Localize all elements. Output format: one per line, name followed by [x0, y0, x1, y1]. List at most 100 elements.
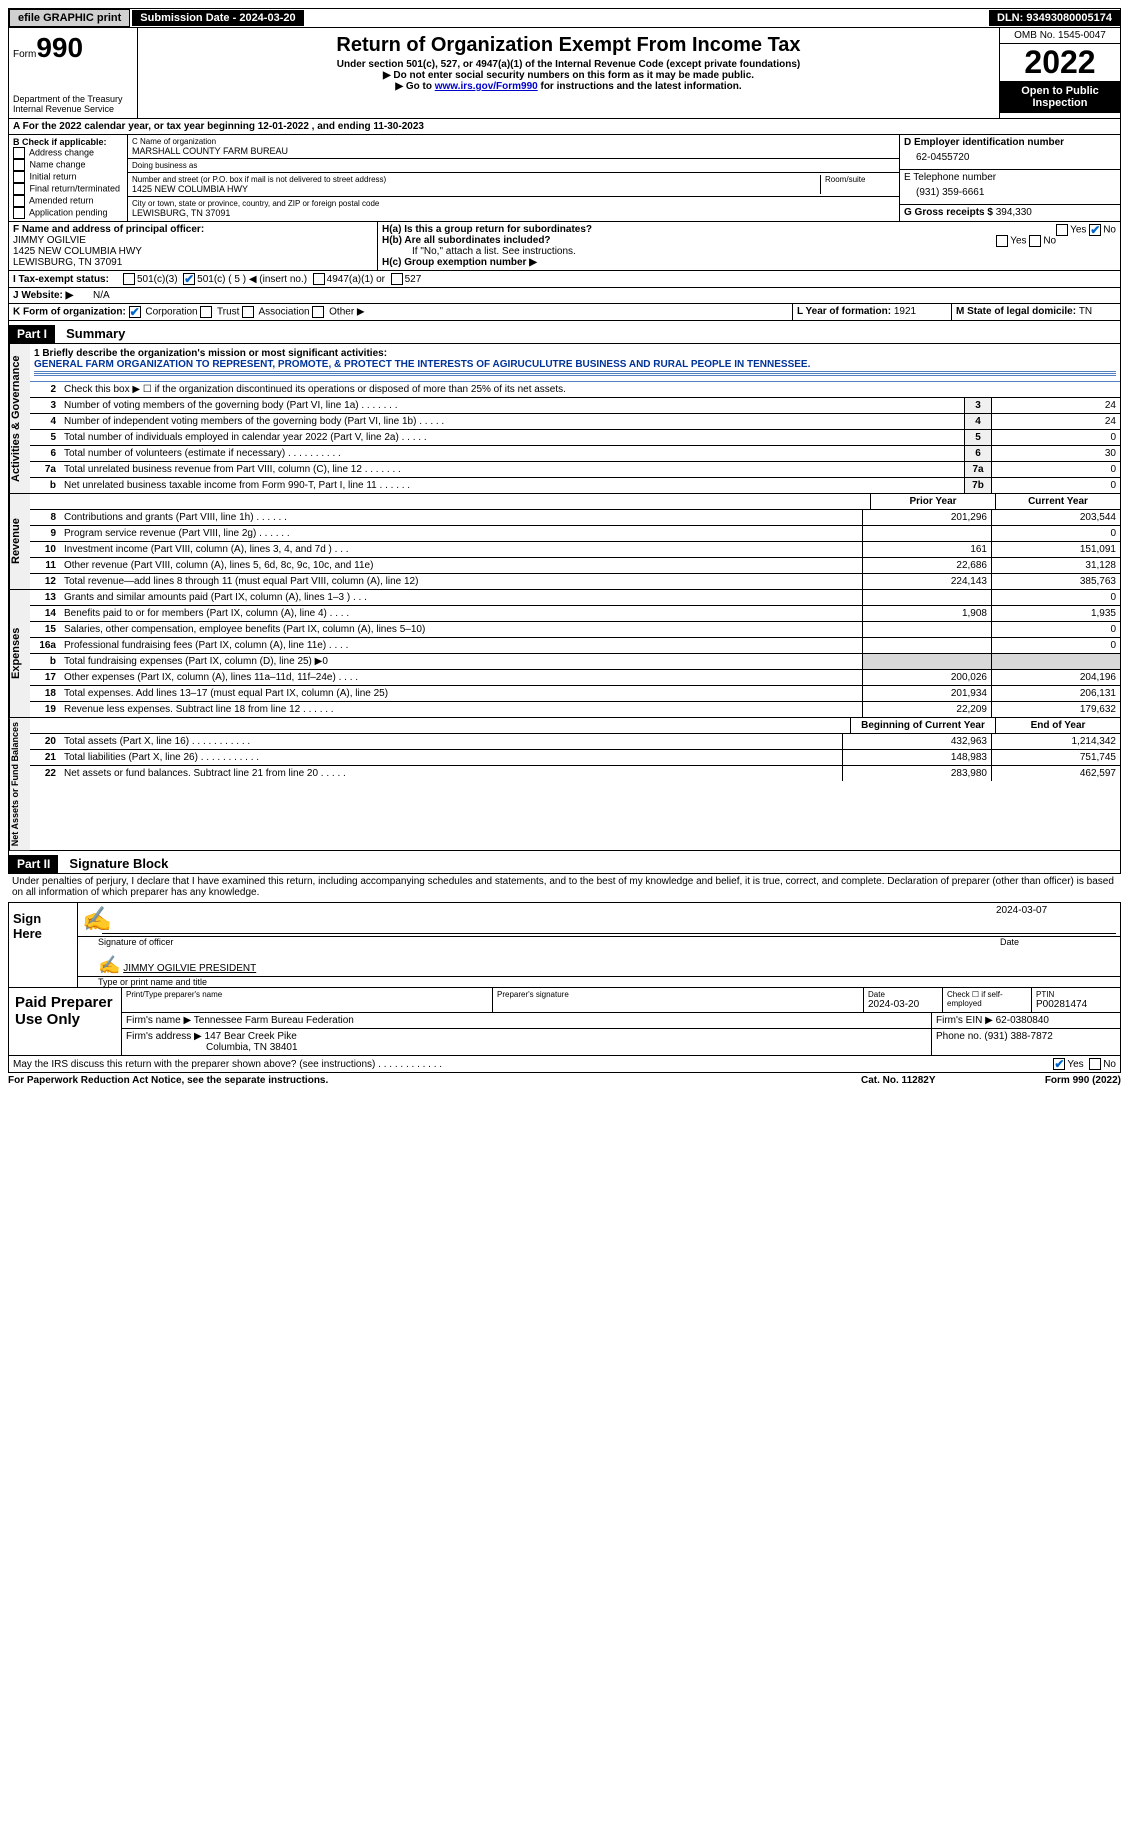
- form-header: Form990 Department of the Treasury Inter…: [8, 28, 1121, 119]
- sign-here: Sign Here: [9, 903, 78, 987]
- checkbox[interactable]: [13, 207, 25, 219]
- phone-value: (931) 359-6661: [904, 183, 1116, 202]
- prep-date-label: Date: [868, 990, 938, 999]
- line-desc: Number of voting members of the governin…: [60, 398, 964, 413]
- col-c: C Name of organization MARSHALL COUNTY F…: [128, 135, 900, 221]
- city-cell: City or town, state or province, country…: [128, 197, 899, 220]
- line-desc: Grants and similar amounts paid (Part IX…: [60, 590, 862, 605]
- line-num: 16a: [30, 638, 60, 653]
- checkbox[interactable]: [13, 159, 25, 171]
- colb-item: Application pending: [13, 207, 123, 219]
- revenue-content: Prior Year Current Year 8 Contributions …: [30, 494, 1120, 589]
- prior-year-val: 200,026: [862, 670, 991, 685]
- line-num: 8: [30, 510, 60, 525]
- status-501c3[interactable]: [123, 273, 135, 285]
- firm-ein: 62-0380840: [996, 1015, 1049, 1026]
- cat-no: Cat. No. 11282Y: [861, 1075, 1001, 1086]
- ptin-label: PTIN: [1036, 990, 1116, 999]
- line-num: b: [30, 478, 60, 493]
- discuss-yes[interactable]: ✔: [1053, 1058, 1065, 1070]
- sig-officer-label: Signature of officer: [98, 937, 1000, 947]
- discuss-no[interactable]: [1089, 1058, 1101, 1070]
- summary-line: 5 Total number of individuals employed i…: [30, 429, 1120, 445]
- current-year-val: 0: [991, 638, 1120, 653]
- prior-year-val: 1,908: [862, 606, 991, 621]
- checkbox[interactable]: [13, 171, 25, 183]
- sig-officer-line: ✍ 2024-03-07: [78, 903, 1120, 937]
- line-val: 24: [991, 414, 1120, 429]
- line-desc: Total unrelated business revenue from Pa…: [60, 462, 964, 477]
- line-desc: Program service revenue (Part VIII, line…: [60, 526, 862, 541]
- prep-sig-label: Preparer's signature: [497, 990, 859, 999]
- current-year-val: 179,632: [991, 702, 1120, 717]
- form-box: Form990 Department of the Treasury Inter…: [9, 28, 138, 118]
- dln-label: DLN:: [997, 12, 1026, 24]
- line-desc: Total number of individuals employed in …: [60, 430, 964, 445]
- data-line: 15 Salaries, other compensation, employe…: [30, 621, 1120, 637]
- line-num: 10: [30, 542, 60, 557]
- status-527[interactable]: [391, 273, 403, 285]
- side-netassets: Net Assets or Fund Balances: [9, 718, 30, 850]
- part-1-header: Part I Summary: [8, 321, 1121, 344]
- opt-501c3: 501(c)(3): [137, 274, 178, 285]
- prior-year-val: 224,143: [862, 574, 991, 589]
- line-desc: Total fundraising expenses (Part IX, col…: [60, 654, 862, 669]
- k-trust[interactable]: [200, 306, 212, 318]
- ha-no[interactable]: ✔: [1089, 224, 1101, 236]
- opt-4947: 4947(a)(1) or: [327, 274, 385, 285]
- dba-cell: Doing business as: [128, 159, 899, 173]
- col-l: L Year of formation: 1921: [792, 304, 951, 320]
- current-year-val: 385,763: [991, 574, 1120, 589]
- room-label: Room/suite: [825, 175, 895, 184]
- line-num: 6: [30, 446, 60, 461]
- hb-yes[interactable]: [996, 235, 1008, 247]
- hb-row: H(b) Are all subordinates included? Yes …: [382, 235, 1116, 246]
- line-desc: Contributions and grants (Part VIII, lin…: [60, 510, 862, 525]
- omb-number: OMB No. 1545-0047: [1000, 28, 1120, 44]
- line-desc: Total liabilities (Part X, line 26) . . …: [60, 750, 842, 765]
- line-num: 22: [30, 766, 60, 781]
- line-val: 0: [991, 462, 1120, 477]
- domicile-label: M State of legal domicile:: [956, 306, 1079, 317]
- line-num: 18: [30, 686, 60, 701]
- ha-yes[interactable]: [1056, 224, 1068, 236]
- side-expenses: Expenses: [9, 590, 30, 717]
- summary-line: b Net unrelated business taxable income …: [30, 477, 1120, 493]
- summary-line: 6 Total number of volunteers (estimate i…: [30, 445, 1120, 461]
- opt-trust: Trust: [217, 307, 239, 318]
- discuss-row: May the IRS discuss this return with the…: [8, 1056, 1121, 1073]
- current-year-val: 1,935: [991, 606, 1120, 621]
- efile-button[interactable]: efile GRAPHIC print: [9, 9, 130, 27]
- colb-item: Final return/terminated: [13, 183, 123, 195]
- checkbox[interactable]: [13, 195, 25, 207]
- line-2-desc: Check this box ▶ ☐ if the organization d…: [60, 382, 1120, 397]
- part1-badge: Part I: [9, 325, 55, 343]
- status-4947[interactable]: [313, 273, 325, 285]
- current-year-val: 1,214,342: [991, 734, 1120, 749]
- line-box: 5: [964, 430, 991, 445]
- current-year-val: 751,745: [991, 750, 1120, 765]
- k-other[interactable]: [312, 306, 324, 318]
- prior-year-val: [862, 526, 991, 541]
- data-line: 10 Investment income (Part VIII, column …: [30, 541, 1120, 557]
- colb-item: Amended return: [13, 195, 123, 207]
- hb-no[interactable]: [1029, 235, 1041, 247]
- ein-label: D Employer identification number: [904, 137, 1116, 148]
- line-box: 6: [964, 446, 991, 461]
- part1-title: Summary: [58, 326, 125, 341]
- prior-year-header: Prior Year: [870, 494, 995, 509]
- line-val: 0: [991, 478, 1120, 493]
- irs-link[interactable]: www.irs.gov/Form990: [435, 81, 538, 92]
- domicile: TN: [1079, 306, 1092, 317]
- firm-phone: (931) 388-7872: [984, 1031, 1052, 1042]
- checkbox[interactable]: [13, 183, 25, 195]
- checkbox[interactable]: [13, 147, 25, 159]
- signature-block: Sign Here ✍ 2024-03-07 Signature of offi…: [8, 902, 1121, 988]
- line-desc: Professional fundraising fees (Part IX, …: [60, 638, 862, 653]
- status-501c[interactable]: ✔: [183, 273, 195, 285]
- current-year-val: 0: [991, 590, 1120, 605]
- sig-content: ✍ 2024-03-07 Signature of officer Date ✍…: [78, 903, 1120, 987]
- k-corp[interactable]: ✔: [129, 306, 141, 318]
- k-assoc[interactable]: [242, 306, 254, 318]
- prior-year-val: 432,963: [842, 734, 991, 749]
